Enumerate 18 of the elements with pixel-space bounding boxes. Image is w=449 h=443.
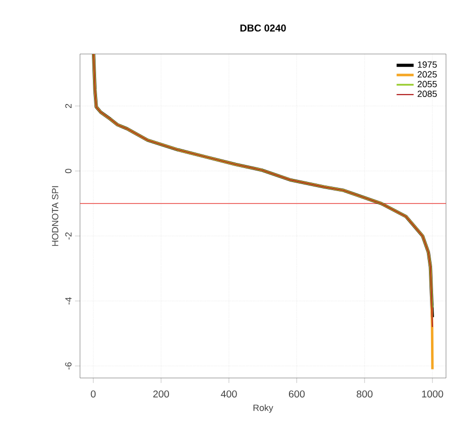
x-tick-label: 0 bbox=[90, 390, 96, 398]
y-tick-label: -4 bbox=[65, 297, 72, 305]
x-tick-label: 600 bbox=[288, 390, 305, 398]
x-axis-title: Roky bbox=[254, 404, 274, 413]
y-tick-label: 2 bbox=[65, 104, 72, 108]
chart-title: DBC 0240 bbox=[240, 24, 286, 32]
y-tick-label: 0 bbox=[65, 168, 72, 174]
legend-label: 2025 bbox=[418, 71, 437, 78]
legend-label: 1975 bbox=[418, 61, 437, 68]
y-tick-label: -2 bbox=[65, 232, 72, 240]
legend-label: 2085 bbox=[418, 90, 437, 98]
x-tick-label: 200 bbox=[153, 390, 169, 398]
y-axis-title: HODNOTA SPI bbox=[52, 186, 58, 246]
legend-label: 2055 bbox=[418, 80, 437, 88]
x-tick-label: 800 bbox=[356, 390, 373, 398]
x-tick-label: 400 bbox=[220, 390, 237, 398]
y-tick-label: -6 bbox=[65, 362, 72, 370]
x-tick-label: 1000 bbox=[422, 390, 444, 398]
